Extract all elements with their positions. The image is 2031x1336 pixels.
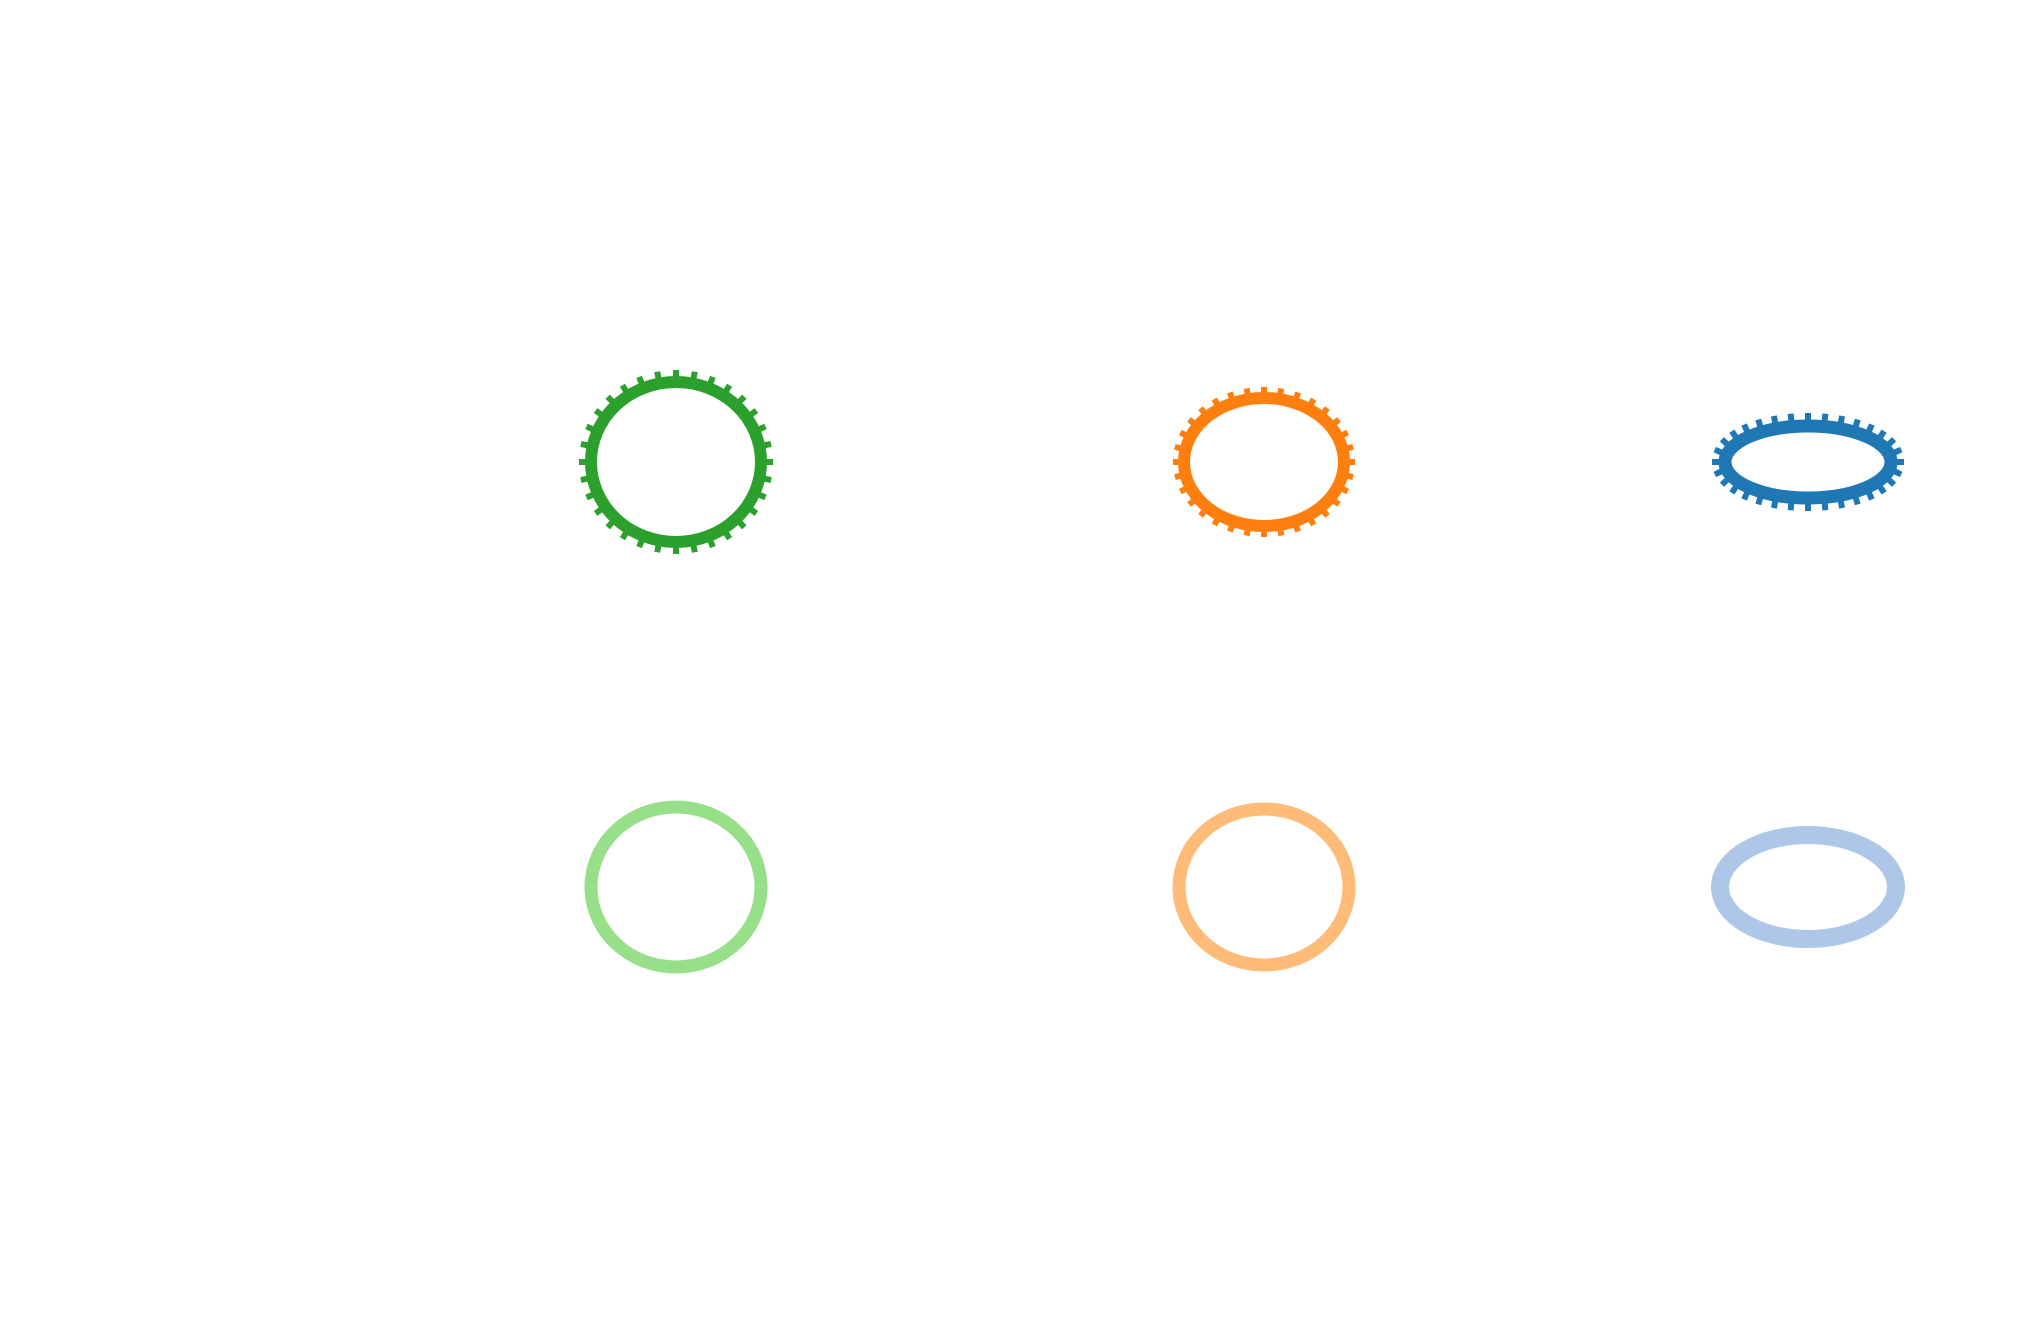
ticked-ellipse-blue-tick xyxy=(1713,466,1728,478)
ticked-circle-green-tick xyxy=(593,503,608,516)
ticked-circle-green-tick xyxy=(733,394,747,408)
ticked-circle-green-tick xyxy=(654,371,663,385)
ticked-ellipse-blue xyxy=(1712,413,1904,511)
ticked-ellipse-orange-tick xyxy=(1336,429,1350,441)
ticked-ellipse-blue-tick xyxy=(1863,486,1875,501)
ticked-ellipse-orange-tick xyxy=(1291,520,1301,533)
ticked-circle-green-tick xyxy=(744,503,759,516)
ticked-ellipse-orange-tick xyxy=(1318,406,1330,419)
ticked-ellipse-orange-tick xyxy=(1211,397,1223,411)
ticked-ellipse-blue-tick xyxy=(1882,437,1897,451)
ticked-circle-green-tick xyxy=(753,423,767,435)
ticked-circle-green-tick xyxy=(619,526,632,541)
ticked-ellipse-orange-tick xyxy=(1178,429,1192,441)
plain-ellipse-light-orange xyxy=(1172,802,1356,972)
ticked-ellipse-blue-tick xyxy=(1729,480,1742,495)
ticked-ellipse-orange-tick xyxy=(1243,387,1252,400)
ticked-ellipse-orange-tick xyxy=(1178,483,1192,495)
ticked-ellipse-blue-tick xyxy=(1719,473,1734,487)
ticked-circle-green-tick xyxy=(758,440,772,450)
ticked-circle-green-tick xyxy=(744,408,759,421)
ticked-ellipse-blue-tick xyxy=(1874,480,1887,495)
ticked-ellipse-orange-tick xyxy=(1305,513,1317,527)
ticked-ellipse-blue-tick xyxy=(1863,423,1875,438)
ticked-circle-green xyxy=(579,370,773,554)
ticked-circle-green-tick xyxy=(689,371,698,385)
ticked-ellipse-orange-tick xyxy=(1187,495,1200,507)
ticked-ellipse-blue-tick xyxy=(1741,423,1753,438)
ticked-ellipse-orange-tick xyxy=(1328,495,1341,507)
ticked-ellipse-orange-tick xyxy=(1198,505,1210,518)
ticked-circle-green-tick xyxy=(720,383,733,398)
ticked-ellipse-blue-tick xyxy=(1874,429,1887,444)
ticked-ellipse-blue-tick xyxy=(1787,413,1795,427)
ticked-ellipse-blue-tick xyxy=(1770,415,1780,430)
ticked-ellipse-blue-tick xyxy=(1821,413,1829,427)
ticked-ellipse-blue-tick xyxy=(1851,418,1861,433)
ticked-circle-green-tick xyxy=(605,394,619,408)
ticked-ellipse-blue-tick xyxy=(1888,446,1903,458)
ticked-ellipse-blue-tick xyxy=(1713,446,1728,458)
ticked-ellipse-blue-tick xyxy=(1755,418,1765,433)
ticked-ellipse-orange-tick xyxy=(1341,471,1354,481)
ticked-circle-green-tick xyxy=(654,539,663,553)
ticked-ellipse-orange-tick xyxy=(1187,417,1200,429)
ticked-circle-green-tick xyxy=(619,383,632,398)
plain-ellipse-light-blue xyxy=(1711,826,1905,948)
ticked-circle-green-tick xyxy=(580,440,594,450)
ticked-circle-green-tick xyxy=(585,489,599,501)
ticked-ellipse-orange xyxy=(1173,387,1355,537)
ticked-ellipse-blue-tick xyxy=(1836,494,1846,509)
plain-circle-light-green-outline xyxy=(584,800,768,974)
ticked-ellipse-orange-tick xyxy=(1291,391,1301,404)
ticked-ellipse-orange-tick xyxy=(1227,391,1237,404)
ticked-circle-green-tick xyxy=(636,534,647,549)
plain-ellipse-light-blue-outline xyxy=(1711,826,1905,948)
ticked-ellipse-blue-tick xyxy=(1770,494,1780,509)
ticked-ellipse-orange-tick xyxy=(1243,524,1252,537)
plain-row xyxy=(584,800,1905,974)
ticked-ellipse-blue-tick xyxy=(1851,491,1861,506)
ticked-ellipse-blue-tick xyxy=(1729,429,1742,444)
ticked-circle-green-outline xyxy=(585,376,767,548)
plain-circle-light-green xyxy=(584,800,768,974)
ticked-circle-green-tick xyxy=(585,423,599,435)
ticked-ellipse-orange-tick xyxy=(1174,471,1187,481)
ticked-ellipse-blue-tick xyxy=(1888,466,1903,478)
ticked-circle-green-tick xyxy=(733,516,747,530)
ticked-ellipse-blue-tick xyxy=(1821,497,1829,511)
ticked-ellipse-orange-tick xyxy=(1174,443,1187,453)
ticked-ellipse-orange-outline xyxy=(1178,392,1350,532)
ticked-circle-green-tick xyxy=(580,474,594,484)
ticked-ellipse-orange-tick xyxy=(1211,513,1223,527)
ticked-circle-green-tick xyxy=(753,489,767,501)
ticked-row xyxy=(579,370,1904,554)
ticked-circle-green-tick xyxy=(758,474,772,484)
ticked-ellipse-blue-tick xyxy=(1882,473,1897,487)
ticked-ellipse-orange-tick xyxy=(1328,417,1341,429)
ticked-circle-green-tick xyxy=(705,375,716,390)
ticked-ellipse-orange-tick xyxy=(1336,483,1350,495)
ticked-circle-green-tick xyxy=(705,534,716,549)
ticked-circle-green-tick xyxy=(605,516,619,530)
ticked-circle-green-tick xyxy=(720,526,733,541)
ticked-ellipse-orange-tick xyxy=(1318,505,1330,518)
ticked-circle-green-tick xyxy=(636,375,647,390)
ticked-ellipse-orange-tick xyxy=(1341,443,1354,453)
ticked-ellipse-blue-tick xyxy=(1787,497,1795,511)
plain-ellipse-light-orange-outline xyxy=(1172,802,1356,972)
ticked-ellipse-blue-tick xyxy=(1719,437,1734,451)
ticked-ellipse-blue-outline xyxy=(1718,419,1898,505)
ticked-circle-green-tick xyxy=(689,539,698,553)
ticked-circle-green-tick xyxy=(593,408,608,421)
ticked-ellipse-orange-tick xyxy=(1276,387,1285,400)
ticked-ellipse-blue-tick xyxy=(1836,415,1846,430)
ticked-ellipse-orange-tick xyxy=(1198,406,1210,419)
ticked-ellipse-orange-tick xyxy=(1227,520,1237,533)
ticked-ellipse-orange-tick xyxy=(1276,524,1285,537)
ticked-ellipse-blue-tick xyxy=(1755,491,1765,506)
ticked-ellipse-orange-tick xyxy=(1305,397,1317,411)
ticked-ellipse-blue-tick xyxy=(1741,486,1753,501)
